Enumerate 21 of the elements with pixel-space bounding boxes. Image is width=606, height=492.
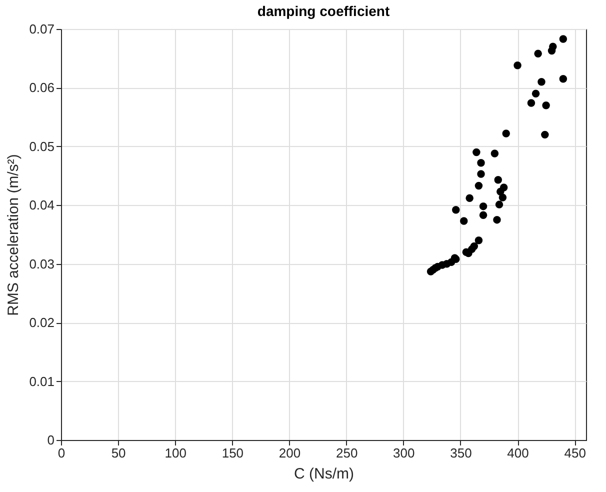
x-tick-label: 450: [564, 446, 586, 460]
y-axis-title: RMS acceleration (m/s²): [5, 154, 22, 316]
y-tick-label: 0.02: [29, 315, 54, 330]
y-tick-label: 0.04: [29, 198, 54, 213]
x-tick-label: 100: [164, 446, 186, 460]
x-tick-label: 0: [58, 446, 66, 460]
x-tick-label: 50: [111, 446, 126, 460]
chart-title: damping coefficient: [257, 3, 390, 19]
x-tick-label: 400: [507, 446, 529, 460]
x-tick-label: 250: [336, 446, 358, 460]
y-tick-label: 0: [47, 432, 54, 448]
y-tick-label: 0.01: [29, 374, 54, 389]
y-tick-label: 0.07: [29, 22, 54, 36]
y-tick-label: 0.03: [29, 256, 54, 272]
x-tick-label: 300: [393, 446, 415, 460]
x-axis-title: C (Ns/m): [294, 466, 354, 482]
x-tick-label: 150: [222, 446, 244, 460]
y-tick-label: 0.05: [29, 138, 54, 154]
x-tick-label: 200: [278, 446, 301, 460]
y-tick-label: 0.06: [29, 80, 54, 96]
x-tick-label: 350: [450, 446, 472, 460]
